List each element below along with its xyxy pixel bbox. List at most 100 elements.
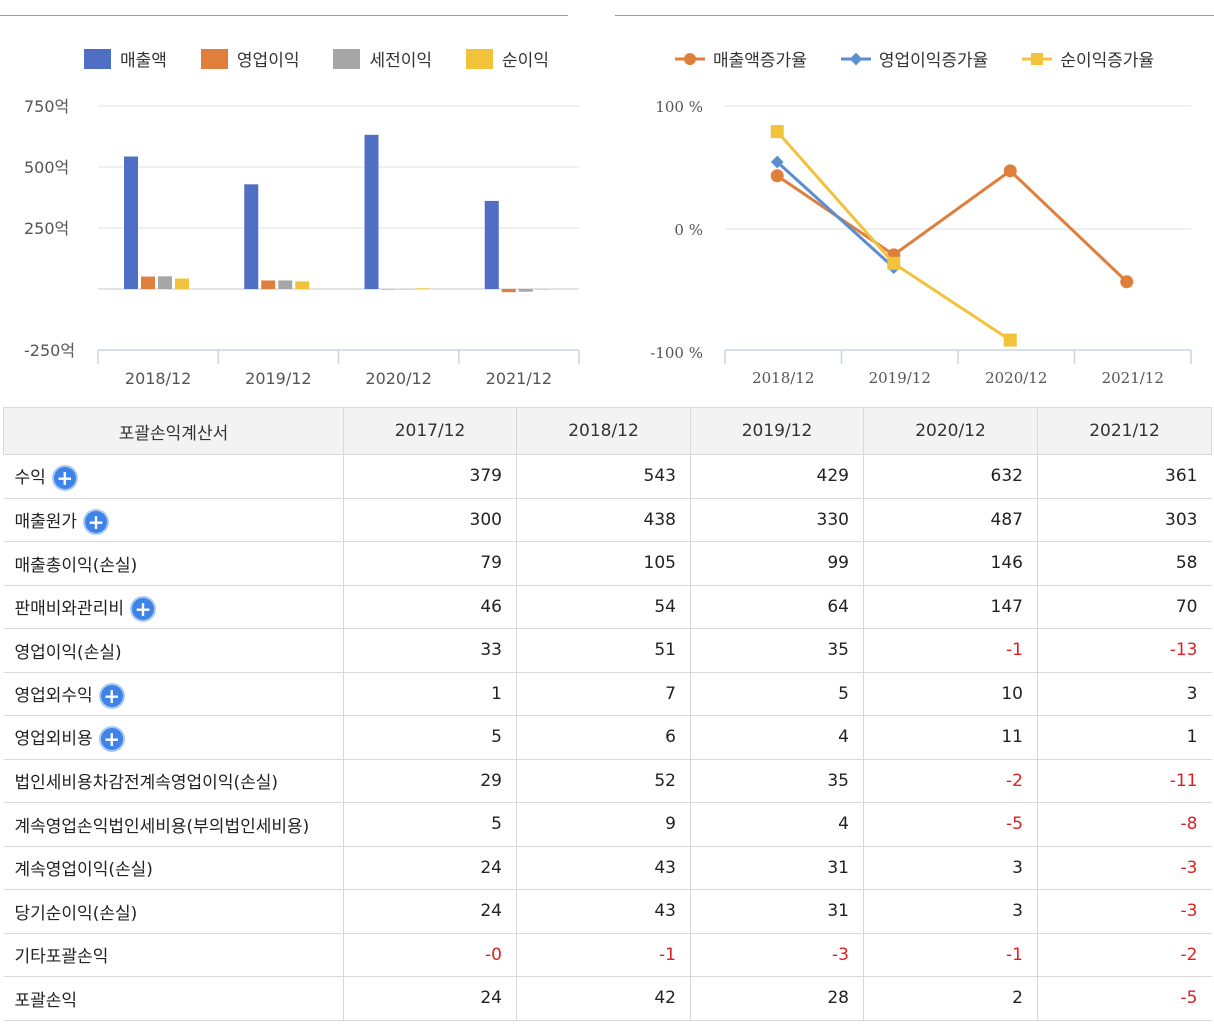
table-header-label: 포괄손익계산서 <box>3 407 344 455</box>
legend-item-0[interactable]: 매출액 <box>84 46 167 71</box>
x-tick-label: 2019/12 <box>869 369 931 387</box>
legend-item-1[interactable]: 영업이익 <box>200 46 299 71</box>
table-row: 수익 +379 543 429 632 361 <box>3 454 1212 499</box>
legend-label: 영업이익증가율 <box>878 51 989 71</box>
row-label-cell: 계속영업손익법인세비용(부의법인세비용) <box>3 802 344 847</box>
expand-plus-icon[interactable]: + <box>131 597 154 620</box>
bar-1-1 <box>261 280 276 289</box>
table-row: 계속영업이익(손실) 24 43 31 3 -3 <box>3 846 1212 890</box>
row-label-cell: 계속영업이익(손실) <box>3 846 344 890</box>
row-label: 당기순이익(손실) <box>14 903 138 924</box>
table-header-row: 포괄손익계산서 2017/12 2018/12 2019/12 2020/12 2021/… <box>3 407 1212 455</box>
value-cell: -3 <box>1037 889 1212 934</box>
legend-item-2[interactable]: 순이익증가율 <box>1022 46 1154 71</box>
bar-3-3 <box>535 289 550 290</box>
value-cell: 31 <box>690 846 864 890</box>
value-cell: -11 <box>1037 759 1212 803</box>
table-row: 영업외수익 +1 7 5 10 3 <box>3 672 1212 716</box>
row-label-cell: 포괄손익 <box>3 976 344 1021</box>
table-row: 계속영업손익법인세비용(부의법인세비용) 5 9 4 -5 -8 <box>3 802 1212 847</box>
value-cell: 24 <box>343 846 517 890</box>
value-cell: 6 <box>516 715 691 760</box>
legend-item-1[interactable]: 영업이익증가율 <box>840 46 989 71</box>
table-row: 영업이익(손실) 33 51 35 -1 -13 <box>3 628 1212 673</box>
value-cell: 51 <box>516 628 691 673</box>
line-panel-top-rule <box>615 15 1214 16</box>
row-label: 영업외수익 <box>14 685 93 706</box>
legend-swatch <box>200 48 228 69</box>
bar-panel-top-rule <box>0 15 568 16</box>
value-cell: -1 <box>863 628 1038 673</box>
value-cell: 64 <box>690 585 864 629</box>
point-2-2 <box>1003 333 1017 347</box>
legend-line-swatch <box>1022 52 1053 65</box>
table-row: 기타포괄손익 -0 -1 -3 -1 -2 <box>3 933 1212 977</box>
value-cell: 35 <box>690 759 864 803</box>
value-cell: 24 <box>343 976 517 1021</box>
x-tick-label: 2019/12 <box>245 369 311 388</box>
value-cell: -3 <box>690 933 864 977</box>
value-cell: 379 <box>343 454 517 499</box>
y-tick-label: 0 % <box>674 221 703 239</box>
row-label: 포괄손익 <box>14 990 78 1011</box>
value-cell: 42 <box>516 976 691 1021</box>
x-tick-label: 2020/12 <box>985 369 1047 387</box>
table-row: 매출총이익(손실) 79 105 99 146 58 <box>3 541 1212 586</box>
value-cell: 7 <box>516 672 691 716</box>
row-label: 계속영업이익(손실) <box>14 860 153 881</box>
value-cell: 543 <box>516 454 691 499</box>
line-chart-legend[interactable]: 매출액증가율 영업이익증가율 순이익증가율 <box>675 46 1154 71</box>
table-header-period: 2020/12 <box>863 407 1038 455</box>
table-row: 영업외비용 +5 6 4 11 1 <box>3 715 1212 760</box>
value-cell: 54 <box>516 585 691 629</box>
expand-plus-icon[interactable]: + <box>100 728 123 751</box>
point-2-1 <box>887 256 901 270</box>
value-cell: 58 <box>1037 541 1212 586</box>
value-cell: -5 <box>863 802 1038 847</box>
x-tick-label: 2020/12 <box>365 369 431 388</box>
value-cell: 43 <box>516 846 691 890</box>
legend-swatch <box>466 48 494 69</box>
row-label-cell: 영업외수익 + <box>3 672 344 716</box>
value-cell: 99 <box>690 541 864 586</box>
row-label-cell: 영업외비용 + <box>3 715 344 760</box>
point-0-3 <box>1120 275 1134 289</box>
legend-label: 세전이익 <box>369 51 433 71</box>
bar-chart-legend[interactable]: 매출액 영업이익 세전이익 순이익 <box>84 46 549 71</box>
value-cell: 24 <box>343 889 517 934</box>
row-label: 영업이익(손실) <box>14 642 122 663</box>
value-cell: 5 <box>343 802 517 847</box>
value-cell: 303 <box>1037 498 1212 542</box>
value-cell: 438 <box>516 498 691 542</box>
bar-1-3 <box>501 289 516 293</box>
value-cell: 9 <box>516 802 691 847</box>
legend-item-3[interactable]: 순이익 <box>466 46 549 71</box>
value-cell: 361 <box>1037 454 1212 499</box>
table-row: 매출원가 +300 438 330 487 303 <box>3 498 1212 542</box>
row-label-cell: 영업이익(손실) <box>3 628 344 673</box>
row-label-cell: 수익 + <box>3 454 344 499</box>
line-chart-svg: 100 % 0 % -100 % 2018/12 2019/12 2020/12 2021/… <box>650 98 1192 387</box>
row-label-cell: 법인세비용차감전계속영업이익(손실) <box>3 759 344 803</box>
bar-3-1 <box>295 281 310 289</box>
value-cell: 5 <box>690 672 864 716</box>
legend-item-0[interactable]: 매출액증가율 <box>675 46 807 71</box>
series-line-0 <box>776 168 1128 283</box>
legend-item-2[interactable]: 세전이익 <box>333 46 432 71</box>
value-cell: 70 <box>1037 585 1212 629</box>
row-label-cell: 판매비와관리비 + <box>3 585 344 629</box>
table-row: 당기순이익(손실) 24 43 31 3 -3 <box>3 889 1212 934</box>
expand-plus-icon[interactable]: + <box>100 684 123 707</box>
income-statement-table: 포괄손익계산서 2017/12 2018/12 2019/12 2020/12 2021/… <box>3 407 1212 1021</box>
row-label: 판매비와관리비 <box>14 598 124 619</box>
value-cell: 105 <box>516 541 691 586</box>
expand-plus-icon[interactable]: + <box>53 467 76 490</box>
legend-label: 순이익증가율 <box>1060 51 1155 71</box>
expand-plus-icon[interactable]: + <box>85 510 108 533</box>
value-cell: 429 <box>690 454 864 499</box>
bar-2-3 <box>518 289 533 292</box>
value-cell: -1 <box>863 933 1038 977</box>
legend-line-swatch <box>840 52 871 65</box>
bar-1-0 <box>141 276 155 289</box>
row-label: 매출원가 <box>14 511 78 532</box>
